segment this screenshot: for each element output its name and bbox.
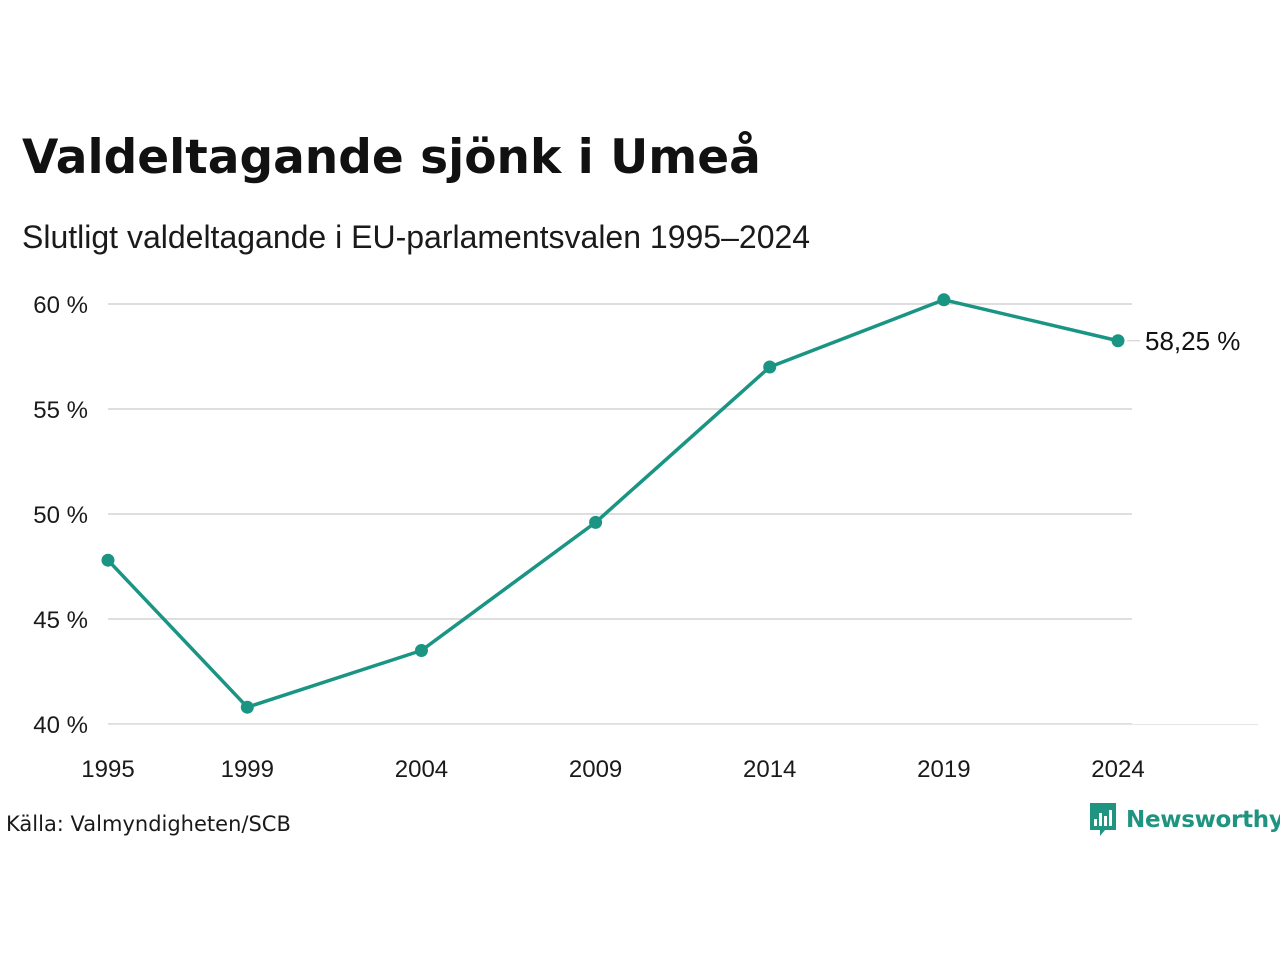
brand-logo: Newsworthy: [1088, 802, 1280, 838]
data-point: [1111, 334, 1125, 348]
brand-name: Newsworthy: [1126, 807, 1280, 833]
x-tick-label: 2024: [1091, 756, 1144, 783]
y-tick-label: 55 %: [33, 397, 88, 424]
data-point: [589, 515, 603, 529]
line-chart: 40 % 45 % 50 % 55 % 60 % 1995 1999 2004 2009 201…: [33, 292, 1258, 783]
chart-subtitle: Slutligt valdeltagande i EU-parlamentsva…: [22, 219, 811, 255]
data-point: [101, 553, 115, 567]
data-point: [763, 360, 777, 374]
y-axis-ticks: 40 % 45 % 50 % 55 % 60 %: [33, 292, 88, 739]
end-value-label: 58,25 %: [1145, 326, 1240, 356]
y-tick-label: 60 %: [33, 292, 88, 319]
data-point: [937, 293, 951, 307]
x-axis-ticks: 1995 1999 2004 2009 2014 2019 2024: [81, 756, 1144, 783]
x-tick-label: 2009: [569, 756, 622, 783]
end-label-group: 58,25 %: [1127, 326, 1240, 356]
chart-title: Valdeltagande sjönk i Umeå: [22, 130, 761, 185]
x-tick-label: 1999: [221, 756, 274, 783]
data-point: [240, 700, 254, 714]
y-tick-label: 45 %: [33, 607, 88, 634]
series-line: [106, 298, 1120, 709]
bar-chart-bubble-icon: [1090, 803, 1116, 836]
gridlines: [108, 303, 1258, 725]
x-tick-label: 2004: [395, 756, 448, 783]
series-turnout: [101, 293, 1125, 714]
y-tick-label: 50 %: [33, 502, 88, 529]
data-point: [414, 644, 428, 657]
x-tick-label: 1995: [81, 756, 134, 783]
source-note: Källa: Valmyndigheten/SCB: [6, 812, 291, 836]
y-tick-label: 40 %: [33, 712, 88, 739]
x-tick-label: 2014: [743, 756, 796, 783]
x-tick-label: 2019: [917, 756, 970, 783]
